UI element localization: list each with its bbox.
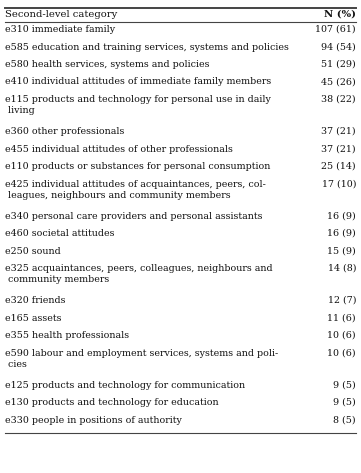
Text: e320 friends: e320 friends xyxy=(5,296,65,305)
Text: e115 products and technology for personal use in daily
 living: e115 products and technology for persona… xyxy=(5,95,271,115)
Text: e125 products and technology for communication: e125 products and technology for communi… xyxy=(5,380,245,389)
Text: 37 (21): 37 (21) xyxy=(321,127,356,136)
Text: e325 acquaintances, peers, colleagues, neighbours and
 community members: e325 acquaintances, peers, colleagues, n… xyxy=(5,264,273,284)
Text: 25 (14): 25 (14) xyxy=(321,162,356,171)
Text: 51 (29): 51 (29) xyxy=(321,60,356,69)
Text: e130 products and technology for education: e130 products and technology for educati… xyxy=(5,398,219,407)
Text: 94 (54): 94 (54) xyxy=(321,43,356,52)
Text: e110 products or substances for personal consumption: e110 products or substances for personal… xyxy=(5,162,270,171)
Text: 12 (7): 12 (7) xyxy=(327,296,356,305)
Text: 14 (8): 14 (8) xyxy=(327,264,356,273)
Text: e355 health professionals: e355 health professionals xyxy=(5,331,129,340)
Text: 10 (6): 10 (6) xyxy=(327,349,356,358)
Text: 15 (9): 15 (9) xyxy=(327,246,356,255)
Text: 11 (6): 11 (6) xyxy=(327,314,356,323)
Text: Second-level category: Second-level category xyxy=(5,10,117,19)
Text: 8 (5): 8 (5) xyxy=(333,415,356,424)
Text: 9 (5): 9 (5) xyxy=(333,398,356,407)
Text: e310 immediate family: e310 immediate family xyxy=(5,25,115,34)
Text: 9 (5): 9 (5) xyxy=(333,380,356,389)
Text: e590 labour and employment services, systems and poli-
 cies: e590 labour and employment services, sys… xyxy=(5,349,278,369)
Text: e250 sound: e250 sound xyxy=(5,246,61,255)
Text: 10 (6): 10 (6) xyxy=(327,331,356,340)
Text: 37 (21): 37 (21) xyxy=(321,144,356,154)
Text: e340 personal care providers and personal assistants: e340 personal care providers and persona… xyxy=(5,211,262,220)
Text: e330 people in positions of authority: e330 people in positions of authority xyxy=(5,415,182,424)
Text: e580 health services, systems and policies: e580 health services, systems and polici… xyxy=(5,60,209,69)
Text: 16 (9): 16 (9) xyxy=(327,211,356,220)
Text: e425 individual attitudes of acquaintances, peers, col-
 leagues, neighbours and: e425 individual attitudes of acquaintanc… xyxy=(5,179,266,200)
Text: e460 societal attitudes: e460 societal attitudes xyxy=(5,229,114,238)
Text: 45 (26): 45 (26) xyxy=(321,78,356,87)
Text: 107 (61): 107 (61) xyxy=(316,25,356,34)
Text: e585 education and training services, systems and policies: e585 education and training services, sy… xyxy=(5,43,289,52)
Text: N (%): N (%) xyxy=(324,10,356,19)
Text: 16 (9): 16 (9) xyxy=(327,229,356,238)
Text: 17 (10): 17 (10) xyxy=(322,179,356,189)
Text: 38 (22): 38 (22) xyxy=(321,95,356,104)
Text: e455 individual attitudes of other professionals: e455 individual attitudes of other profe… xyxy=(5,144,233,154)
Text: e360 other professionals: e360 other professionals xyxy=(5,127,125,136)
Text: e410 individual attitudes of immediate family members: e410 individual attitudes of immediate f… xyxy=(5,78,271,87)
Text: e165 assets: e165 assets xyxy=(5,314,61,323)
